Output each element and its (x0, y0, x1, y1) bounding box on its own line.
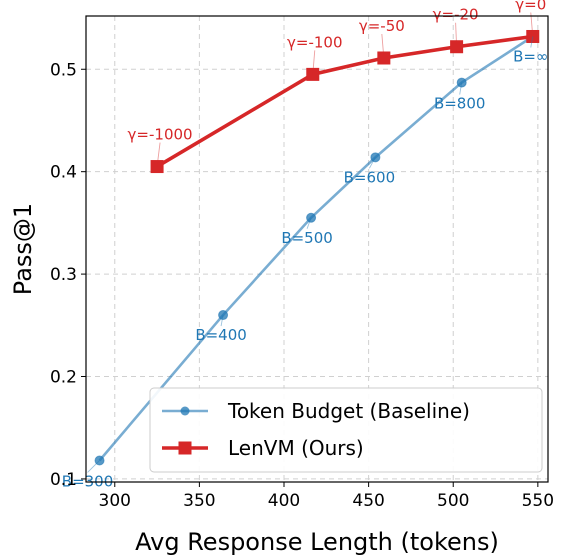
annotation-arrow (312, 50, 316, 75)
annotation-arrow (530, 36, 534, 48)
annotation-arrow (381, 33, 385, 59)
y-tick-label: 0.3 (50, 265, 77, 285)
lenvm-annotation-label: γ=0 (515, 0, 546, 13)
plot-frame (85, 15, 549, 483)
baseline-point (306, 212, 317, 223)
lenvm-annotation-label: γ=-20 (433, 6, 479, 24)
annotation-arrow (459, 82, 463, 95)
lenvm-point (450, 40, 464, 54)
baseline-annotation-label: B=400 (195, 326, 247, 344)
y-axis-title: Pass@1 (9, 203, 37, 295)
legend-box (149, 387, 543, 473)
x-tick-label: 300 (99, 491, 131, 511)
y-tick-label: 0.5 (50, 60, 77, 80)
x-axis-title: Avg Response Length (tokens) (135, 528, 499, 556)
x-tick-label: 350 (183, 491, 215, 511)
annotation-arrow (368, 157, 376, 169)
x-tick-label: 400 (268, 491, 300, 511)
lenvm-point (526, 29, 540, 43)
legend-lenvm-label: LenVM (Ours) (228, 436, 364, 460)
baseline-point (94, 455, 105, 466)
ticks: 300 350 400 450 500 550 0.1 0.2 0.3 0.4 0.5 (50, 60, 554, 511)
lenvm-point (306, 67, 320, 81)
baseline-annotation-label: B=800 (434, 95, 486, 113)
y-tick-label: 0.1 (50, 470, 77, 490)
annotations: B=300B=400B=500B=600B=800B=∞γ=-1000γ=-10… (62, 0, 549, 490)
baseline-point (456, 77, 467, 88)
baseline-series-line (98, 35, 534, 462)
y-tick-label: 0.4 (50, 163, 77, 183)
baseline-point (370, 152, 381, 163)
annotation-arrow (455, 22, 458, 47)
annotation-arrow (87, 460, 100, 473)
baseline-annotation-label: B=600 (344, 168, 396, 186)
lenvm-point (377, 51, 391, 65)
y-tick-label: 0.2 (50, 368, 77, 388)
lenvm-point (150, 160, 164, 174)
annotation-arrow (220, 314, 224, 327)
annotation-arrow (306, 217, 312, 229)
baseline-point (218, 310, 229, 321)
legend: Token Budget (Baseline) LenVM (Ours) (149, 387, 543, 473)
lenvm-annotation-label: γ=-50 (359, 17, 405, 35)
legend-baseline-marker (180, 406, 190, 416)
x-tick-label: 450 (352, 491, 384, 511)
baseline-annotation-label: B=∞ (513, 47, 548, 65)
series-layer (94, 29, 540, 466)
lenvm-annotation-label: γ=-100 (287, 33, 343, 51)
legend-lenvm-marker (178, 441, 192, 455)
x-tick-label: 500 (437, 491, 469, 511)
legend-baseline-label: Token Budget (Baseline) (227, 399, 470, 423)
baseline-annotation-label: B=500 (281, 229, 333, 247)
lenvm-annotation-label: γ=-1000 (128, 126, 193, 144)
x-tick-label: 550 (522, 491, 554, 511)
annotation-arrow (156, 142, 161, 167)
